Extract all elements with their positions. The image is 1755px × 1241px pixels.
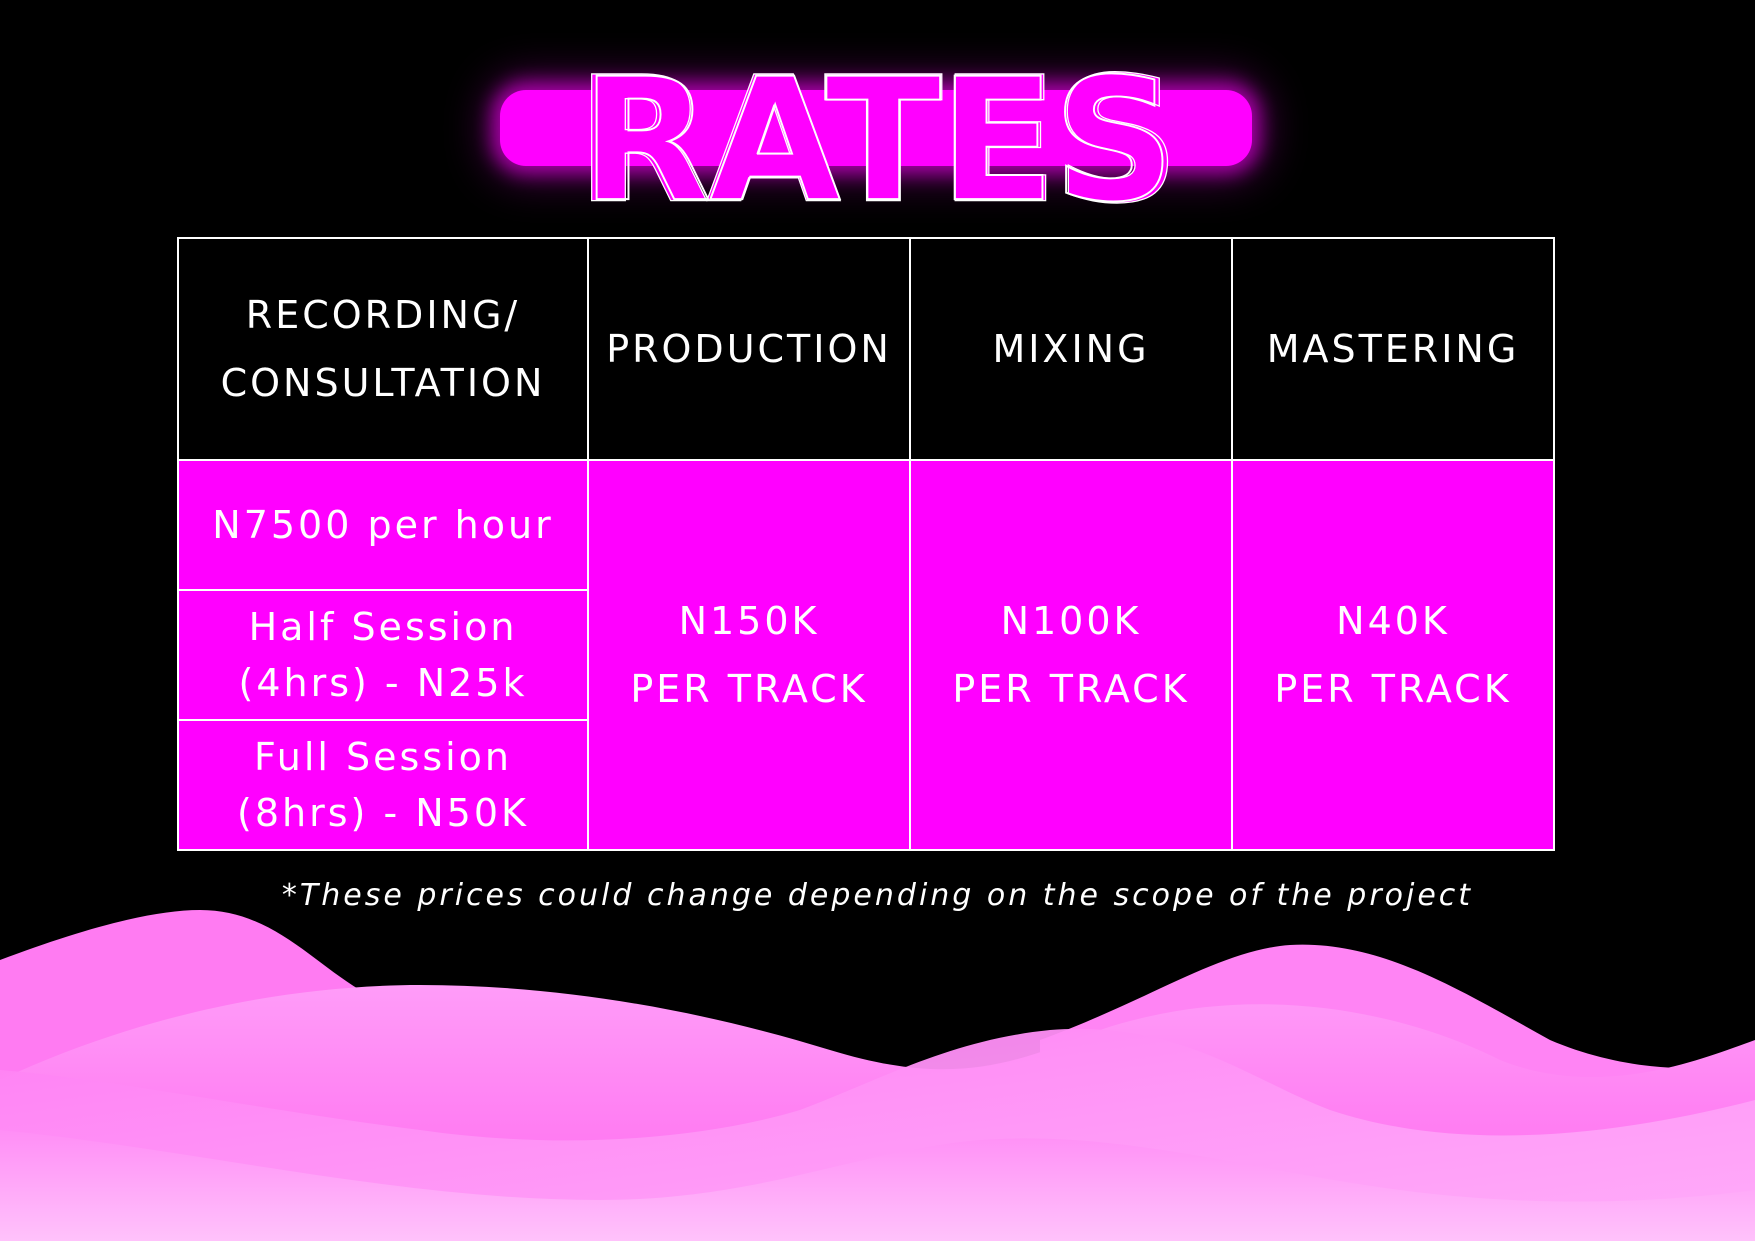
mixing-price: N100K <box>1000 599 1142 643</box>
rates-table: RECORDING/ CONSULTATION PRODUCTION MIXIN… <box>177 237 1555 851</box>
table-row: N7500 per hour N150K PER TRACK N100K PER… <box>177 459 1555 851</box>
header-recording-line1: RECORDING/ <box>245 293 521 337</box>
production-unit: PER TRACK <box>630 667 868 711</box>
mixing-unit: PER TRACK <box>952 667 1190 711</box>
recording-half-session: Half Session (4hrs) - N25k <box>177 589 589 721</box>
header-recording-line2: CONSULTATION <box>220 361 546 405</box>
half-session-line1: Half Session <box>248 605 518 649</box>
half-session-line2: (4hrs) - N25k <box>238 661 528 705</box>
recording-full-session: Full Session (8hrs) - N50K <box>177 719 589 851</box>
full-session-line1: Full Session <box>253 735 513 779</box>
pricing-footnote: *These prices could change depending on … <box>281 878 1474 913</box>
table-header-row: RECORDING/ CONSULTATION PRODUCTION MIXIN… <box>177 237 1555 461</box>
header-production: PRODUCTION <box>587 237 911 461</box>
header-recording-consultation: RECORDING/ CONSULTATION <box>177 237 589 461</box>
dune-front-bottom <box>0 1130 1755 1241</box>
mixing-price-cell: N100K PER TRACK <box>909 459 1233 851</box>
mastering-price-cell: N40K PER TRACK <box>1231 459 1555 851</box>
mastering-price: N40K <box>1336 599 1450 643</box>
recording-hourly-rate: N7500 per hour <box>177 459 589 591</box>
table-row: Full Session (8hrs) - N50K <box>177 719 1554 851</box>
header-mastering: MASTERING <box>1231 237 1555 461</box>
production-price: N150K <box>678 599 820 643</box>
page-title: RATES <box>577 40 1178 241</box>
table-row: Half Session (4hrs) - N25k <box>177 589 1554 721</box>
page-title-fill: RATES <box>577 40 1178 241</box>
mastering-unit: PER TRACK <box>1274 667 1512 711</box>
page-title-inner-outline: RATES <box>581 42 1173 239</box>
production-price-cell: N150K PER TRACK <box>587 459 911 851</box>
header-mixing: MIXING <box>909 237 1233 461</box>
title-banner: RATES RATES RATES <box>500 39 1255 243</box>
full-session-line2: (8hrs) - N50K <box>237 791 529 835</box>
title-outline-text: RATES RATES RATES <box>575 39 1181 243</box>
title-glow-bar <box>500 90 1252 166</box>
